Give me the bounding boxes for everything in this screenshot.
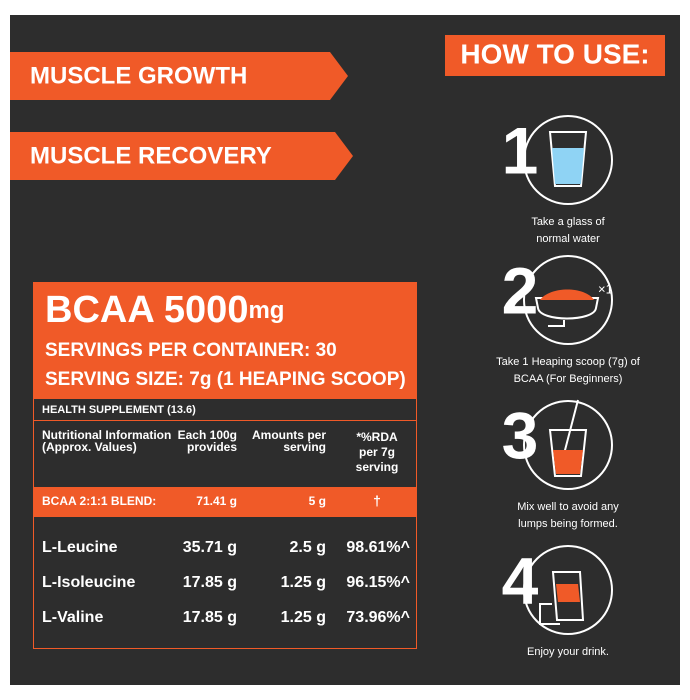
how-to-title: HOW TO USE: [460,38,649,69]
cell: 1.25 g [281,609,326,626]
column-head: serving [283,440,326,454]
cell: 73.96%^ [346,609,410,626]
serving-size: SERVING SIZE: 7g (1 HEAPING SCOOP) [45,369,406,390]
blend-row [33,487,417,517]
step-number: 2 [502,253,539,327]
title-unit: mg [248,297,284,324]
cell: 5 g [309,494,326,508]
cell: L-Leucine [42,539,118,556]
column-head: per 7g [359,445,395,459]
drink [553,450,583,474]
step-number: 4 [502,543,539,617]
drink [556,584,580,602]
step-text: Mix well to avoid any [517,501,619,513]
column-head: Nutritional Information [42,428,171,442]
cell: 98.61%^ [346,539,410,556]
step-text: Take a glass of [531,216,605,228]
cell: 96.15%^ [346,574,410,591]
servings: SERVINGS PER CONTAINER: 30 [45,340,337,361]
cell: 2.5 g [290,539,326,556]
banner [10,132,353,180]
icon-label: ×1 [598,281,613,296]
column-head: (Approx. Values) [42,440,137,454]
icons [523,115,613,635]
banner [10,52,348,100]
banner-text: MUSCLE GROWTH [30,62,247,89]
column-head: serving [356,460,399,474]
title-main: BCAA 5000 [45,289,248,331]
step-text: Enjoy your drink. [527,646,609,658]
label-header [33,282,417,398]
step-text: lumps being formed. [518,518,618,530]
column-head: Amounts per [252,428,326,442]
powder [540,289,594,300]
how-to-header [445,35,665,76]
cell: 17.85 g [183,609,237,626]
step-number: 3 [502,398,539,472]
banner-text: MUSCLE RECOVERY [30,142,272,169]
step-text: Take 1 Heaping scoop (7g) of [496,356,641,368]
column-head: Each 100g [178,428,237,442]
step-text: BCAA (For Beginners) [514,373,623,385]
cell: 1.25 g [281,574,326,591]
cell: 17.85 g [183,574,237,591]
cell: † [373,493,381,509]
cell: L-Isoleucine [42,574,135,591]
label-title: BCAA 5000mg [45,289,284,331]
table-caption: HEALTH SUPPLEMENT (13.6) [42,404,196,416]
rows: L-Leucine 35.71 g 2.5 g 98.61%^ L-Isoleucine… [42,539,410,626]
column-head: provides [187,440,237,454]
cell: 71.41 g [196,494,237,508]
step-text: normal water [536,233,600,245]
step-number: 1 [502,113,539,187]
steps: 1 Take a glass of normal water 2 Take 1 Heap… [496,113,641,657]
cell: L-Valine [42,609,103,626]
cell: 35.71 g [183,539,237,556]
cell: BCAA 2:1:1 BLEND: [42,494,156,508]
water [552,148,584,184]
table-frame [33,398,417,649]
column-head: *%RDA [356,430,398,444]
